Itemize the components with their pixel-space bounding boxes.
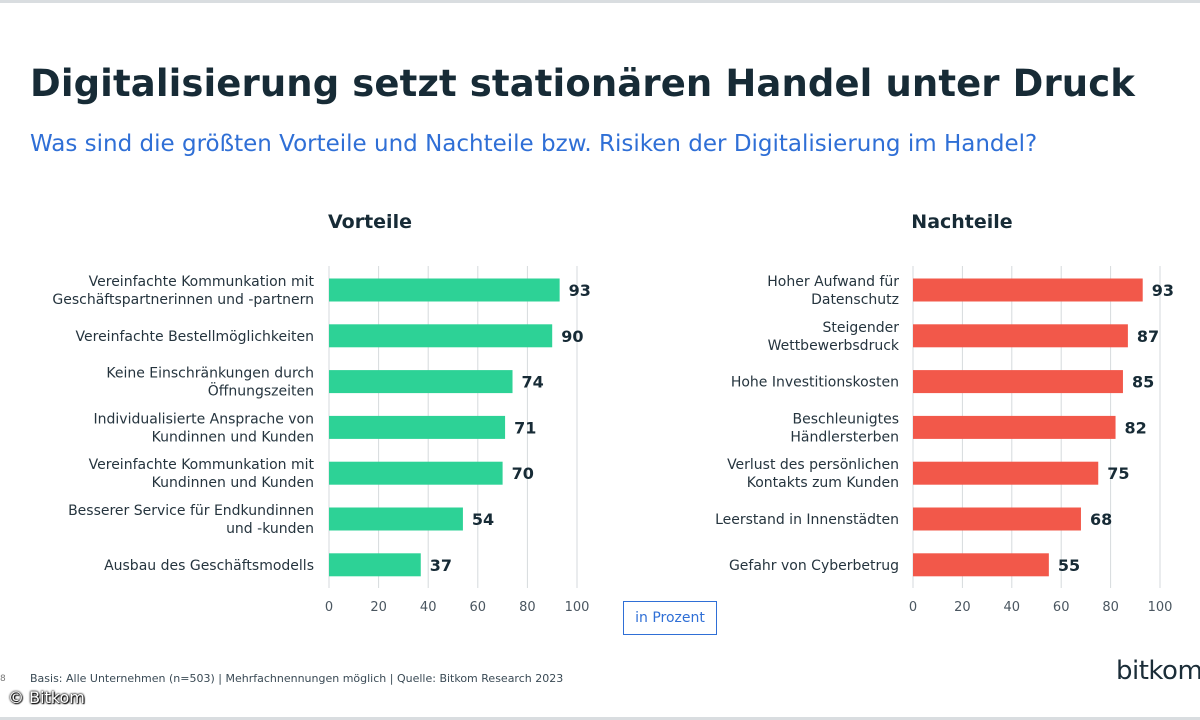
- nachteile-bar-1: [913, 278, 1143, 302]
- nachteile-category-label-4: Beschleunigtes Händlersterben: [790, 411, 899, 445]
- vorteile-tick-label-40: 40: [420, 600, 437, 615]
- nachteile-bar-2: [913, 324, 1128, 348]
- copyright-watermark: © Bitkom: [8, 688, 85, 707]
- vorteile-category-label-4: Individualisierte Ansprache von Kundinnen…: [94, 411, 315, 445]
- top-border: [0, 0, 1200, 3]
- vorteile-value-label-5: 70: [512, 464, 534, 483]
- nachteile-bar-3: [913, 370, 1123, 394]
- chart-subtitle: Was sind die größten Vorteile und Nachte…: [30, 131, 1038, 157]
- nachteile-category-label-5: Verlust des persönlichen Kontakts zum Kun…: [727, 457, 899, 491]
- vorteile-value-label-1: 93: [569, 281, 591, 300]
- nachteile-category-label-3: Hohe Investitionskosten: [731, 375, 899, 391]
- nachteile-value-label-7: 55: [1058, 556, 1080, 575]
- chart-title: Digitalisierung setzt stationären Handel…: [30, 62, 1135, 105]
- vorteile-bar-1: [329, 278, 560, 302]
- vorteile-category-label-5: Vereinfachte Kommunkation mit Kundinnen u…: [89, 457, 315, 491]
- vorteile-category-label-2: Vereinfachte Bestellmöglichkeiten: [76, 329, 314, 345]
- vorteile-category-label-7: Ausbau des Geschäftsmodells: [104, 558, 314, 574]
- vorteile-bar-4: [329, 415, 506, 439]
- nachteile-category-label-6: Leerstand in Innenstädten: [715, 512, 899, 528]
- vorteile-panel-title: Vorteile: [328, 211, 412, 233]
- vorteile-tick-label-0: 0: [325, 600, 333, 615]
- vorteile-tick-label-100: 100: [565, 600, 590, 615]
- nachteile-value-label-1: 93: [1152, 281, 1174, 300]
- vorteile-value-label-3: 74: [522, 373, 544, 392]
- nachteile-tick-label-40: 40: [1004, 600, 1021, 615]
- vorteile-value-label-6: 54: [472, 510, 494, 529]
- page-number: 8: [0, 674, 6, 684]
- vorteile-tick-label-60: 60: [470, 600, 487, 615]
- nachteile-category-label-7: Gefahr von Cyberbetrug: [729, 558, 899, 574]
- nachteile-tick-label-100: 100: [1148, 600, 1173, 615]
- vorteile-bar-6: [329, 507, 463, 531]
- vorteile-category-label-1: Vereinfachte Kommunkation mit Geschäftspa…: [52, 274, 314, 308]
- nachteile-category-label-2: Steigender Wettbewerbsdruck: [768, 320, 900, 354]
- bottom-border: [0, 717, 1200, 720]
- nachteile-value-label-5: 75: [1107, 464, 1129, 483]
- vorteile-bar-2: [329, 324, 553, 348]
- nachteile-value-label-3: 85: [1132, 373, 1154, 392]
- nachteile-bar-5: [913, 461, 1099, 485]
- nachteile-tick-label-60: 60: [1053, 600, 1070, 615]
- footnote: Basis: Alle Unternehmen (n=503) | Mehrfa…: [30, 672, 564, 685]
- vorteile-tick-label-20: 20: [370, 600, 387, 615]
- nachteile-bar-6: [913, 507, 1081, 531]
- vorteile-value-label-7: 37: [430, 556, 452, 575]
- vorteile-category-label-3: Keine Einschränkungen durch Öffnungszeite…: [106, 366, 314, 400]
- unit-label: in Prozent: [623, 601, 717, 635]
- nachteile-bar-4: [913, 415, 1116, 439]
- nachteile-category-label-1: Hoher Aufwand für Datenschutz: [767, 274, 899, 308]
- nachteile-value-label-2: 87: [1137, 327, 1159, 346]
- vorteile-bar-5: [329, 461, 503, 485]
- nachteile-tick-label-80: 80: [1102, 600, 1119, 615]
- nachteile-tick-label-0: 0: [909, 600, 917, 615]
- nachteile-value-label-6: 68: [1090, 510, 1112, 529]
- nachteile-value-label-4: 82: [1125, 418, 1147, 437]
- nachteile-bar-7: [913, 553, 1049, 577]
- vorteile-category-label-6: Besserer Service für Endkundinnen und -ku…: [68, 503, 314, 537]
- vorteile-value-label-2: 90: [561, 327, 583, 346]
- bitkom-logo: bitkom: [1116, 656, 1200, 686]
- vorteile-bar-3: [329, 370, 513, 394]
- nachteile-panel-title: Nachteile: [911, 211, 1012, 233]
- vorteile-bar-7: [329, 553, 421, 577]
- vorteile-tick-label-80: 80: [519, 600, 536, 615]
- nachteile-tick-label-20: 20: [954, 600, 971, 615]
- vorteile-value-label-4: 71: [514, 418, 536, 437]
